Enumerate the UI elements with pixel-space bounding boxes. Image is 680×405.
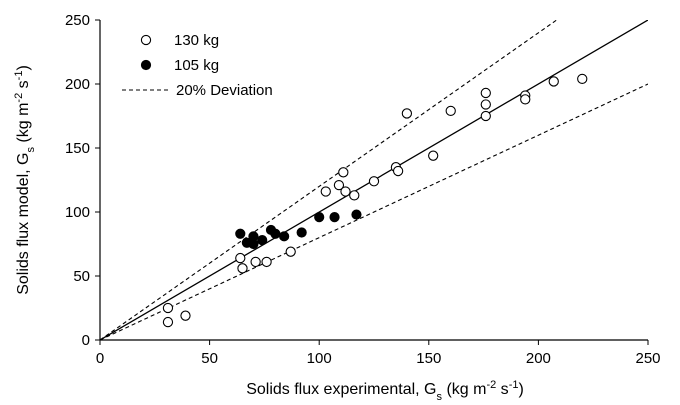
legend-marker-130kg: [140, 34, 152, 46]
point-130kg-0: [162, 302, 174, 314]
point-130kg-3: [235, 252, 246, 264]
legend-marker-105kg: [140, 59, 152, 71]
y-tick-label-5: 250: [65, 12, 90, 29]
point-130kg-1: [162, 316, 174, 328]
point-130kg-20: [480, 99, 491, 110]
point-105kg-3: [248, 231, 259, 242]
point-130kg-13: [368, 176, 380, 187]
point-105kg-11: [351, 209, 362, 220]
y-tick-label-3: 150: [65, 140, 90, 157]
point-130kg-11: [340, 186, 351, 197]
point-130kg-10: [338, 167, 349, 178]
x-tick-label-5: 250: [635, 350, 660, 367]
reference-lines: [100, 20, 648, 340]
point-130kg-4: [237, 263, 248, 274]
deviation-line-2: [100, 83, 648, 340]
point-130kg-15: [392, 165, 404, 177]
point-105kg-10: [329, 212, 340, 223]
point-130kg-9: [333, 179, 345, 191]
point-130kg-12: [349, 190, 360, 201]
y-tick-label-4: 200: [65, 76, 90, 93]
x-tick-label-1: 50: [201, 350, 218, 367]
x-tick-label-3: 150: [416, 350, 441, 367]
y-tick-label-1: 50: [73, 268, 90, 285]
deviation-line-1: [100, 20, 558, 340]
point-105kg-6: [270, 228, 281, 239]
axes: 0 50 100 150 200 250 0 50 100 150 200 250: [65, 12, 661, 367]
legend-label-2: 20% Deviation: [176, 82, 273, 99]
point-105kg-4: [257, 235, 268, 246]
point-130kg-5: [250, 256, 261, 268]
point-130kg-23: [520, 94, 531, 105]
point-130kg-17: [428, 150, 439, 161]
point-130kg-16: [401, 108, 413, 119]
point-130kg-19: [480, 87, 491, 99]
point-130kg-18: [445, 105, 456, 117]
legend: 130 kg 105 kg 20% Deviation: [122, 32, 273, 99]
point-105kg-8: [296, 227, 307, 238]
y-axis-title: Solids flux model, Gs (kg m-2 s-1): [13, 65, 37, 295]
point-130kg-2: [180, 310, 191, 321]
x-tick-label-0: 0: [96, 350, 104, 367]
x-tick-label-2: 100: [307, 350, 332, 367]
legend-label-1: 105 kg: [174, 57, 219, 74]
x-tick-label-4: 200: [526, 350, 551, 367]
point-105kg-9: [314, 212, 325, 223]
point-130kg-7: [285, 246, 296, 257]
data-points: [162, 73, 588, 328]
point-130kg-21: [480, 110, 491, 122]
point-130kg-24: [548, 76, 559, 87]
x-axis-title: Solids flux experimental, Gs (kg m-2 s-1…: [246, 379, 524, 403]
point-130kg-6: [261, 256, 272, 268]
point-130kg-25: [577, 73, 588, 85]
point-105kg-0: [235, 228, 246, 239]
y-tick-label-2: 100: [65, 204, 90, 221]
y-tick-label-0: 0: [82, 332, 90, 349]
point-130kg-8: [320, 186, 331, 197]
legend-label-0: 130 kg: [174, 32, 219, 49]
point-105kg-7: [279, 231, 290, 242]
